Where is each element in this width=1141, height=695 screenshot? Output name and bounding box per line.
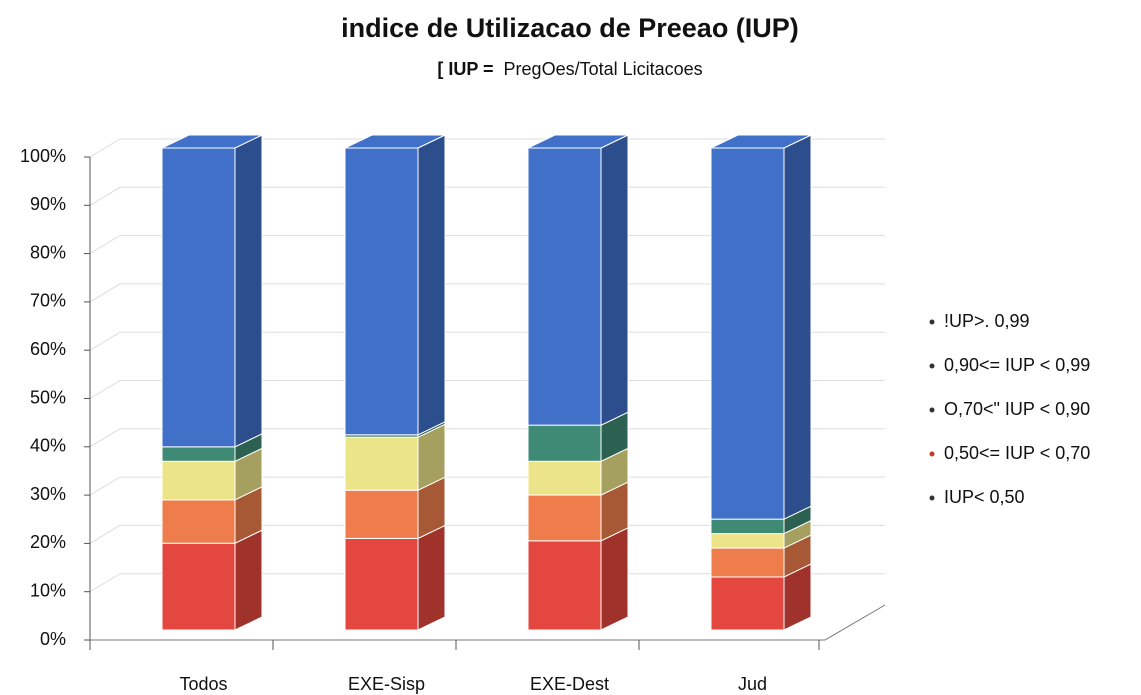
bar-side	[600, 527, 629, 631]
chart-subtitle: [ IUP = PregOes/Total Licitacoes	[437, 59, 702, 79]
bar-segment	[161, 147, 236, 448]
y-tick-label: 90%	[30, 194, 66, 214]
legend-label: 0,50<= IUP < 0,70	[944, 443, 1090, 463]
y-tick-label: 70%	[30, 291, 66, 311]
bar-segment	[710, 576, 785, 631]
bar-top	[710, 134, 812, 149]
grid-line	[89, 380, 885, 399]
y-tick-label: 30%	[30, 484, 66, 504]
legend-label: O,70<" IUP < 0,90	[944, 399, 1090, 419]
bar-segment	[527, 540, 602, 631]
chart-title: indice de Utilizacao de Preeao (IUP)	[341, 13, 799, 43]
bar-segment	[527, 424, 602, 462]
bar-segment	[344, 436, 419, 491]
grid-line	[89, 235, 885, 255]
grid-line	[89, 331, 885, 351]
y-tick-label: 50%	[30, 387, 66, 407]
y-tick-label: 20%	[30, 532, 66, 552]
bar-segment	[527, 460, 602, 496]
bar-segment	[161, 446, 236, 462]
bar-segment	[161, 499, 236, 544]
legend-label: IUP< 0,50	[944, 487, 1025, 507]
bar-segment	[344, 537, 419, 631]
subtitle-text: PregOes/Total Licitacoes	[504, 59, 703, 79]
bar-segment	[710, 518, 785, 535]
x-tick-label: EXE-Dest	[530, 674, 609, 694]
grid-line	[89, 476, 885, 496]
grid-line	[89, 428, 885, 448]
bar-top	[161, 134, 263, 149]
floor	[90, 604, 886, 641]
legend-marker	[929, 319, 935, 325]
x-tick-label: Jud	[738, 674, 767, 694]
legend-label: 0,90<= IUP < 0,99	[944, 355, 1090, 375]
bar-top	[344, 134, 446, 149]
bar-segment	[527, 494, 602, 542]
legend-marker	[929, 363, 935, 369]
legend-marker	[929, 495, 935, 501]
bar-side	[417, 134, 446, 436]
y-tick-label: 60%	[30, 339, 66, 359]
legend-marker	[929, 451, 935, 457]
bar-side	[234, 529, 263, 631]
grid-line	[89, 283, 885, 303]
y-tick-label: 10%	[30, 580, 66, 600]
grid-line	[89, 186, 885, 206]
bar-segment	[710, 533, 785, 549]
y-tick-label: 100%	[20, 146, 66, 166]
bar-side	[417, 524, 446, 631]
subtitle-prefix: [ IUP =	[437, 59, 493, 79]
bar-segment	[710, 547, 785, 578]
legend-marker	[929, 407, 935, 413]
grid-line	[89, 524, 885, 544]
bar-side	[783, 134, 812, 520]
bar-segment	[161, 542, 236, 631]
bar-segment	[344, 489, 419, 539]
bar-segment	[344, 147, 419, 436]
bar-segment	[527, 147, 602, 426]
grid-line	[89, 573, 885, 593]
bar-segment	[710, 147, 785, 520]
x-tick-label: Todos	[179, 674, 227, 694]
grid-line	[89, 138, 885, 158]
y-tick-label: 0%	[40, 629, 66, 649]
bar-side	[234, 134, 263, 448]
bar-side	[600, 134, 629, 426]
legend-label: !UP>. 0,99	[944, 311, 1030, 331]
y-tick-label: 40%	[30, 436, 66, 456]
bar-top	[527, 134, 629, 149]
y-tick-label: 80%	[30, 242, 66, 262]
bar-segment	[161, 460, 236, 501]
x-tick-label: EXE-Sisp	[348, 674, 425, 694]
